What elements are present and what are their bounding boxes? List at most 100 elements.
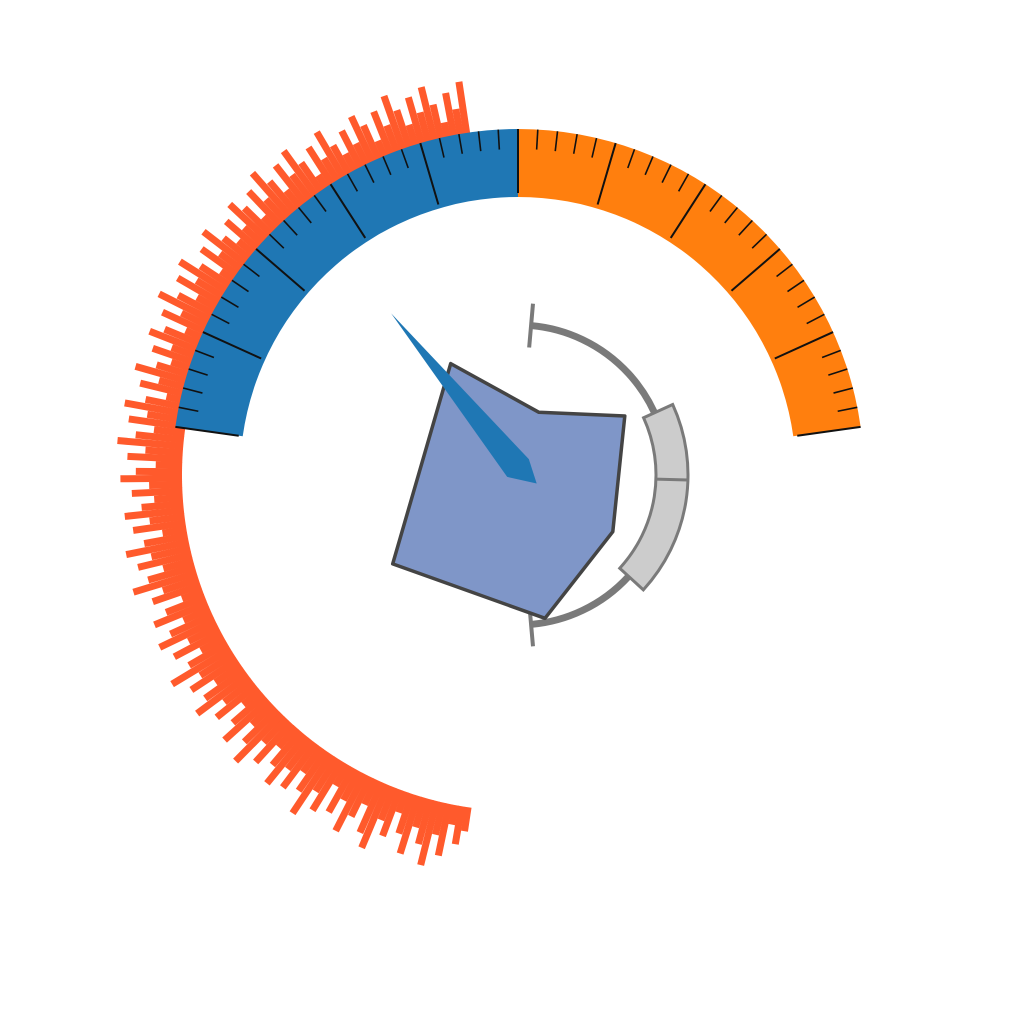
histogram-bar-72 (131, 487, 183, 497)
histogram-bar-32 (261, 716, 290, 745)
minor-tick-29 (591, 137, 598, 158)
minor-tick-19 (400, 148, 409, 169)
minor-tick-26 (535, 129, 539, 150)
minor-tick-8 (231, 279, 249, 293)
histogram-bar-67 (132, 519, 186, 534)
histogram-bar-27 (285, 737, 314, 772)
histogram-bar-35 (249, 702, 276, 728)
histogram-bar-34 (241, 707, 280, 745)
histogram-bar-50 (187, 623, 220, 645)
major-tick-20 (419, 142, 440, 205)
histogram-bar-49 (172, 629, 223, 660)
histogram-bar-0 (461, 806, 472, 832)
histogram-bar-36 (222, 697, 272, 743)
histogram-bar-11 (379, 788, 404, 838)
minor-tick-41 (776, 263, 793, 278)
major-tick-45 (774, 331, 834, 360)
histogram-bar-74 (120, 474, 183, 483)
histogram-bar-12 (377, 785, 398, 822)
radar-polygon-group (390, 361, 627, 621)
histogram-bar-41 (195, 672, 251, 717)
minor-tick-47 (828, 368, 848, 376)
histogram-bar-31 (253, 720, 294, 765)
histogram-bar-51 (158, 617, 217, 651)
minor-tick-16 (346, 173, 359, 192)
histogram-bar-45 (198, 651, 236, 679)
histogram-bar-73 (149, 481, 183, 490)
histogram-bar-24 (295, 748, 330, 793)
histogram-bar-33 (233, 711, 285, 764)
histogram-bar-124 (280, 149, 324, 205)
histogram-bar-18 (340, 769, 363, 802)
histogram-bar-81 (153, 426, 186, 437)
histogram-bar-76 (155, 461, 183, 469)
minor-tick-24 (497, 129, 501, 150)
major-tick-40 (730, 248, 781, 292)
histogram-bar-70 (141, 500, 184, 511)
minor-tick-28 (572, 133, 578, 154)
minor-tick-11 (268, 233, 285, 249)
histogram-bar-63 (150, 544, 191, 561)
histogram-bar-58 (161, 575, 200, 594)
histogram-bar-68 (149, 513, 186, 525)
histogram-bar-54 (153, 599, 209, 629)
histogram-bar-119 (249, 170, 299, 226)
histogram-bar-28 (264, 733, 309, 786)
minor-tick-22 (458, 133, 464, 154)
histogram-bar-144 (417, 86, 441, 150)
gauge-needle-group (391, 313, 537, 484)
histogram-bar-13 (358, 783, 392, 850)
histogram-bar-10 (395, 790, 410, 814)
minor-tick-31 (627, 148, 636, 169)
minor-tick-3 (188, 368, 208, 376)
histogram-bar-7 (412, 796, 428, 829)
minor-tick-23 (477, 131, 482, 152)
histogram-bar-5 (417, 800, 441, 866)
minor-tick-42 (787, 279, 805, 293)
minor-tick-48 (833, 387, 854, 394)
histogram-bar-71 (153, 493, 183, 503)
minor-tick-18 (382, 156, 392, 176)
gauge-ticks (175, 129, 861, 437)
histogram-bar-42 (203, 667, 247, 702)
major-tick-30 (596, 142, 617, 205)
gauge-segment-1 (518, 129, 861, 437)
histogram-bar-77 (127, 452, 183, 463)
minor-tick-17 (364, 164, 375, 183)
radar-polygon (390, 361, 627, 621)
histogram-bar-17 (332, 772, 368, 833)
histogram-bar-53 (182, 605, 212, 624)
histogram-bar-104 (178, 258, 236, 299)
major-tick-10 (255, 248, 306, 292)
histogram-bar-48 (199, 634, 226, 654)
gauge-needle (391, 313, 537, 484)
histogram-bar-16 (348, 775, 374, 818)
histogram-bar-20 (332, 762, 351, 788)
histogram-bar-14 (356, 780, 386, 835)
histogram-bar-3 (434, 803, 453, 857)
histogram-bar-84 (124, 399, 189, 418)
histogram-bar-149 (455, 81, 472, 144)
minor-tick-43 (797, 296, 816, 308)
minor-tick-37 (724, 206, 739, 224)
histogram-bar-99 (157, 290, 220, 327)
histogram-bar-89 (134, 363, 196, 387)
histogram-bar-47 (187, 640, 229, 669)
histogram-bar-30 (275, 724, 299, 750)
histogram-bar-15 (361, 778, 380, 807)
major-tick-5 (202, 331, 262, 360)
histogram-bar-38 (241, 687, 263, 708)
minor-tick-6 (211, 313, 230, 325)
histogram-bar-69 (124, 506, 185, 520)
minor-tick-9 (243, 263, 260, 278)
bracket-highlight (617, 402, 690, 592)
histogram-bar-23 (289, 752, 335, 816)
minor-tick-14 (313, 194, 327, 212)
minor-tick-21 (438, 137, 445, 158)
minor-tick-38 (738, 219, 753, 236)
histogram-bar-80 (135, 431, 185, 444)
bracket-cap-0 (527, 303, 535, 348)
histogram-bar-52 (169, 611, 214, 638)
histogram-bar-60 (147, 563, 196, 584)
